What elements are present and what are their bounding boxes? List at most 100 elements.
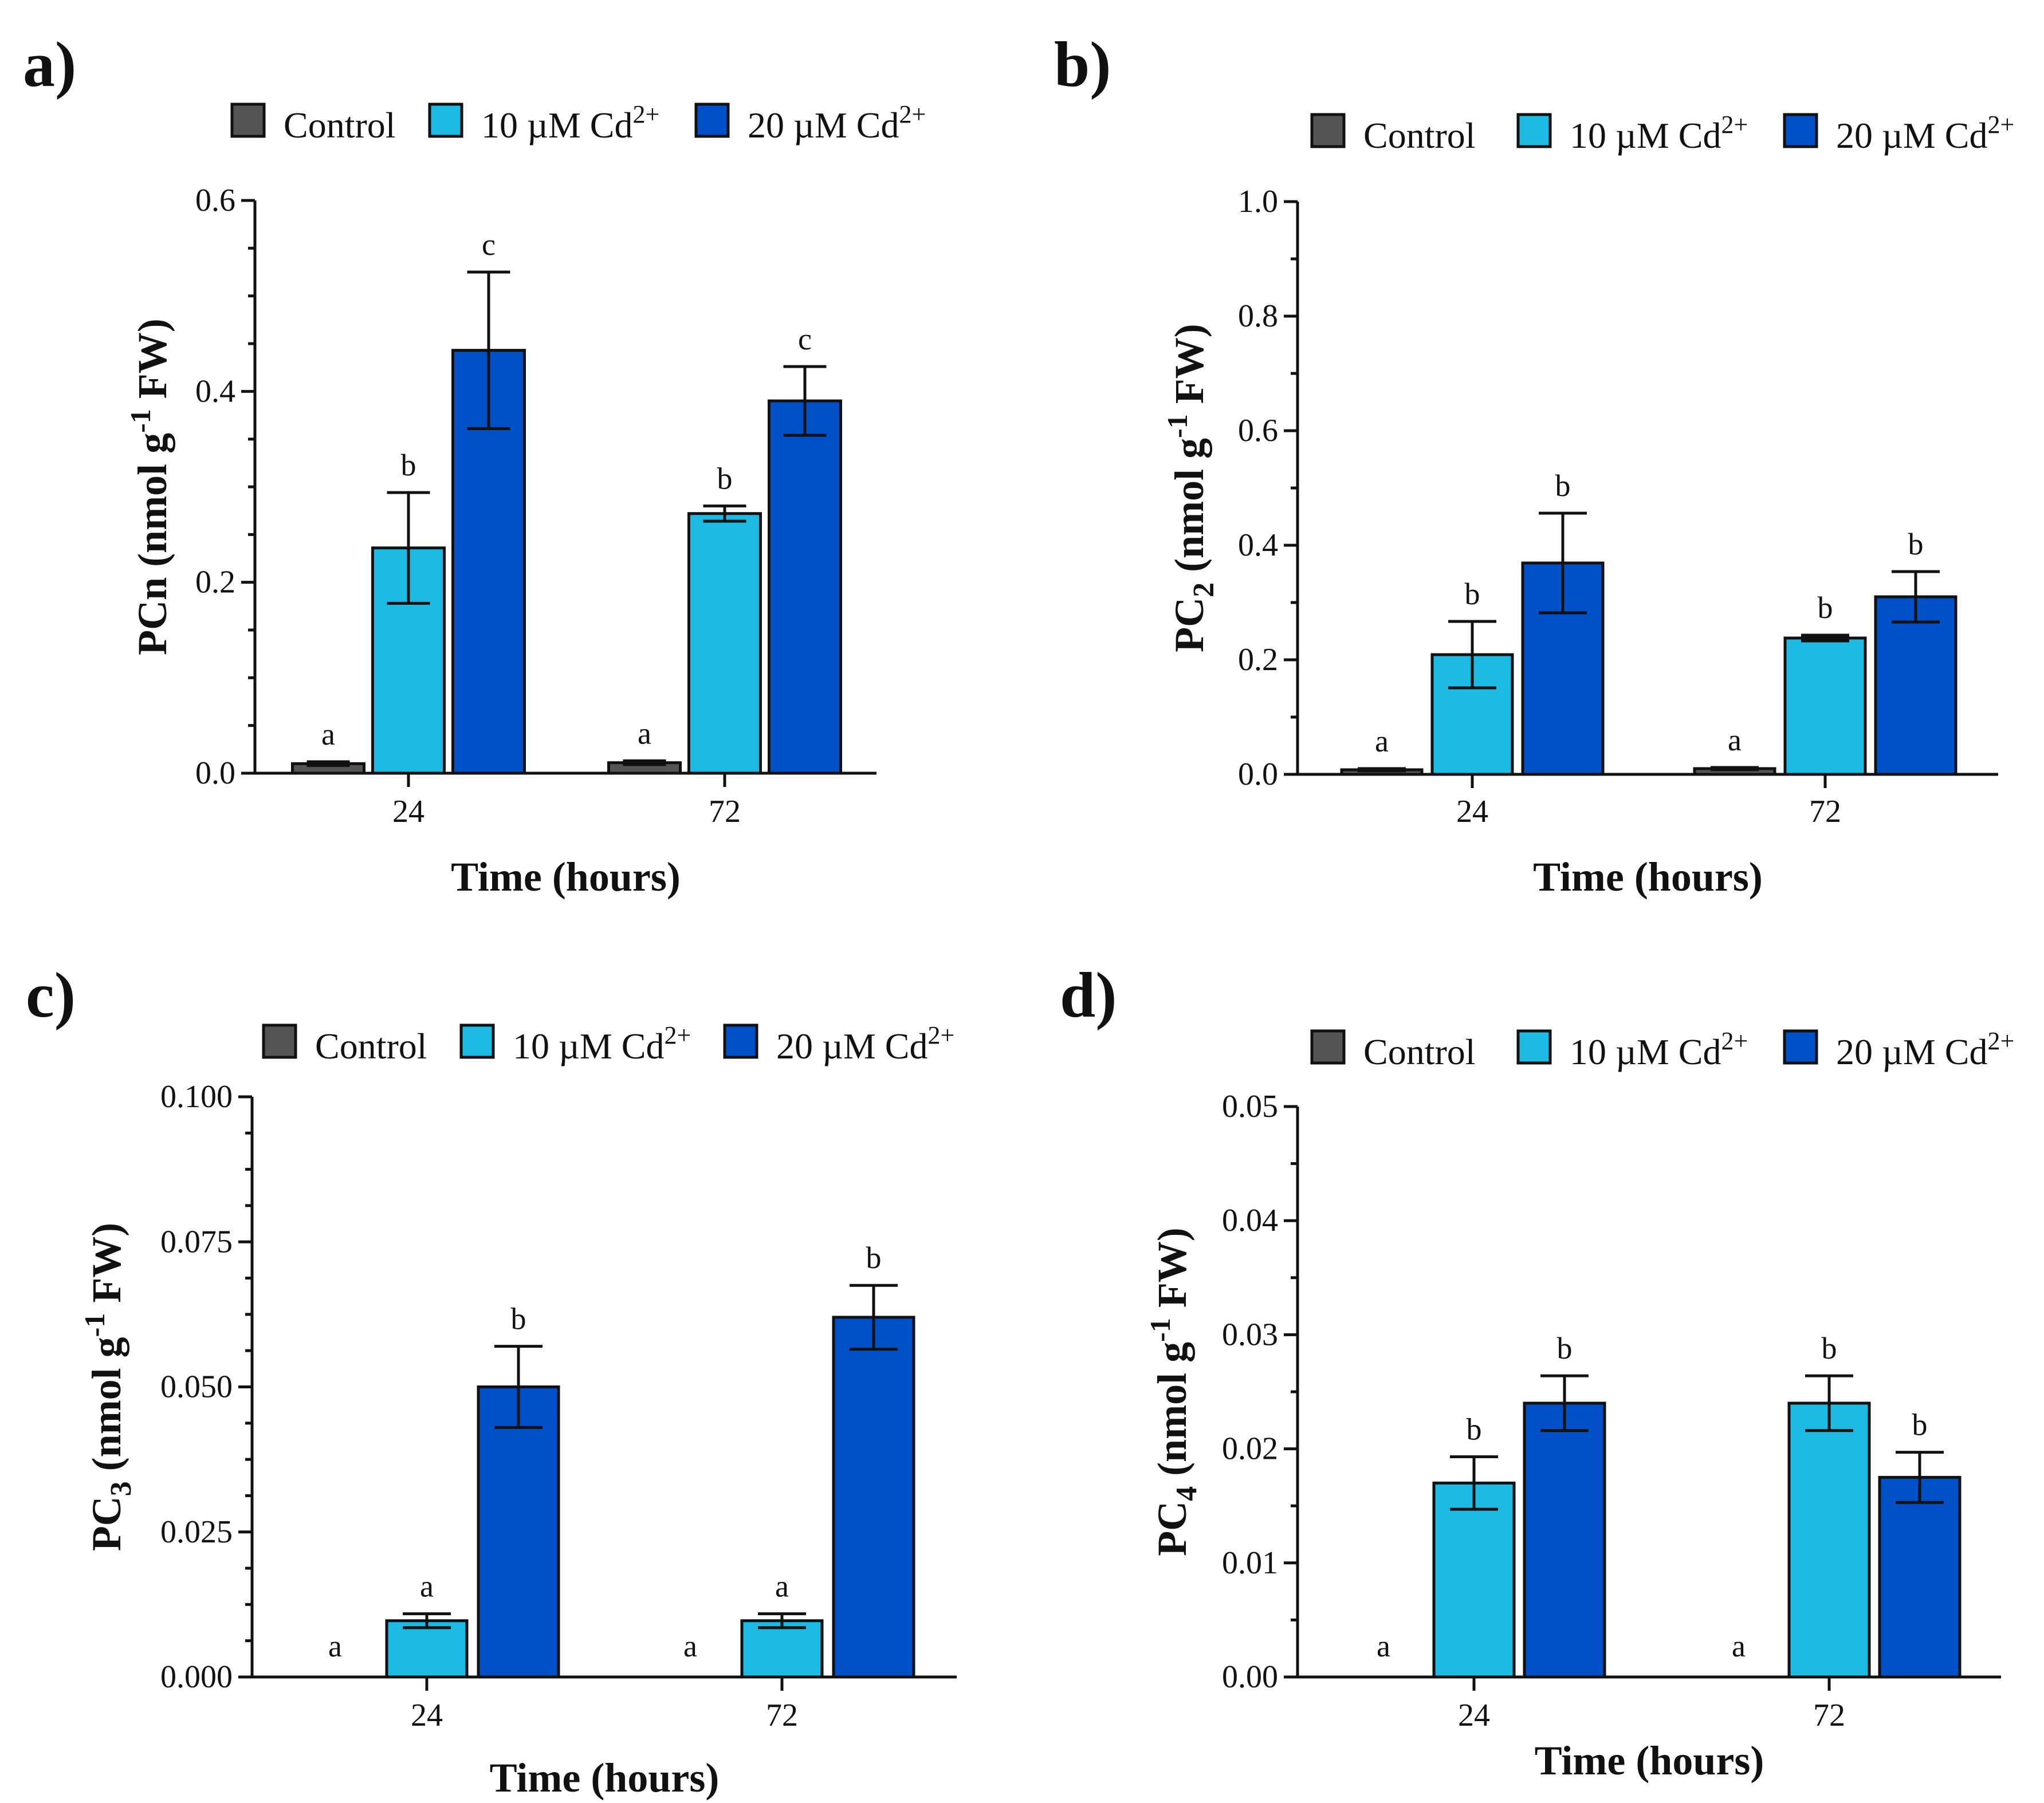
x-tick-label: 72: [766, 1698, 798, 1733]
legend-entry: 10 µM Cd2+: [1570, 1027, 1748, 1072]
legend-entry-name: Control: [1363, 115, 1476, 156]
significance-letter: a: [1375, 724, 1389, 758]
significance-letter: a: [1728, 723, 1742, 757]
legend-swatch: [1310, 1029, 1346, 1065]
significance-letter: a: [1732, 1629, 1746, 1663]
bar: [1787, 1402, 1871, 1679]
legend-superscript: 2+: [1721, 1027, 1748, 1055]
y-label-subscript: 2: [1188, 582, 1220, 597]
x-tick-label: 72: [709, 794, 741, 829]
legend-entry-name: 10 µM Cd: [513, 1026, 664, 1066]
significance-letter: c: [482, 227, 496, 262]
bar: [832, 1316, 915, 1679]
legend-superscript: 2+: [899, 100, 926, 128]
y-axis-label: PCn (nmol g-1 FW): [124, 318, 175, 655]
y-label-superscript: -1: [1144, 1318, 1176, 1342]
y-tick-label: 0.4: [1238, 527, 1278, 563]
bar: [1878, 1475, 1962, 1679]
y-tick-label: 0.6: [1238, 413, 1278, 448]
x-axis-label: Time (hours): [1535, 1738, 1764, 1784]
legend-entry: 20 µM Cd2+: [1836, 1027, 2014, 1072]
legend-swatch: [1516, 113, 1552, 148]
x-tick-label: 24: [392, 794, 424, 829]
significance-letter: b: [1467, 1412, 1482, 1447]
panel-label: a): [23, 29, 76, 100]
legend-swatch: [459, 1023, 495, 1059]
significance-letter: a: [1377, 1629, 1390, 1663]
panel-label: b): [1054, 29, 1111, 100]
y-label-tail: FW): [84, 1223, 129, 1313]
legend-entry: 10 µM Cd2+: [513, 1021, 691, 1066]
bar: [1783, 636, 1867, 776]
legend: Control 10 µM Cd2+ 20 µM Cd2+: [262, 1021, 954, 1066]
y-label-mid: (nmol g: [84, 1337, 129, 1481]
x-axis-label: Time (hours): [1533, 854, 1763, 900]
y-tick-label: 0.6: [195, 183, 235, 218]
panel-label: c): [26, 960, 76, 1031]
legend-swatch: [723, 1023, 758, 1059]
y-tick-label: 0.100: [160, 1079, 233, 1115]
y-tick-label: 0.2: [1238, 642, 1278, 678]
legend-swatch: [1783, 113, 1818, 148]
bar: [687, 512, 762, 775]
chart-panel-d: d)Control 10 µM Cd2+ 20 µM Cd2+0.000.010.0…: [1060, 960, 2014, 1784]
y-label-tail: FW): [1149, 1227, 1195, 1318]
legend: Control 10 µM Cd2+ 20 µM Cd2+: [1310, 111, 2014, 156]
y-label-main: PCn (nmol g: [129, 433, 175, 655]
significance-letter: b: [401, 448, 416, 482]
significance-letter: b: [511, 1302, 526, 1336]
legend-swatch: [694, 103, 730, 138]
legend-entry-name: 10 µM Cd: [1570, 115, 1721, 156]
y-label-mid: (nmol g: [1166, 438, 1212, 582]
y-tick-label: 0.050: [160, 1369, 233, 1405]
y-tick-label: 0.025: [160, 1514, 233, 1550]
chart-panel-c: c)Control 10 µM Cd2+ 20 µM Cd2+0.0000.0250…: [26, 960, 957, 1801]
significance-letter: b: [1908, 527, 1924, 561]
legend-entry: 10 µM Cd2+: [481, 100, 659, 145]
legend-entry: 20 µM Cd2+: [748, 100, 926, 145]
y-axis-label: PC2 (nmol g-1 FW): [1161, 324, 1220, 652]
y-tick-label: 0.8: [1238, 298, 1278, 334]
y-label-mid: (nmol g: [1149, 1342, 1195, 1486]
significance-letter: a: [775, 1569, 789, 1604]
legend-entry-name: Control: [284, 105, 396, 145]
x-tick-label: 72: [1809, 794, 1841, 829]
legend-swatch: [230, 103, 266, 138]
significance-letter: b: [1818, 590, 1833, 625]
y-tick-label: 0.2: [195, 565, 235, 600]
y-tick-label: 0.05: [1222, 1089, 1278, 1124]
legend-superscript: 2+: [1721, 111, 1748, 139]
legend-superscript: 2+: [664, 1021, 691, 1049]
y-tick-label: 0.04: [1222, 1203, 1278, 1238]
significance-letter: a: [683, 1629, 697, 1663]
significance-letter: a: [321, 717, 335, 751]
bar: [477, 1385, 560, 1679]
y-tick-label: 0.075: [160, 1224, 233, 1259]
legend-entry: Control: [1363, 115, 1476, 156]
y-label-subscript: 3: [105, 1481, 137, 1496]
y-tick-label: 0.0: [1238, 757, 1278, 792]
significance-letter: b: [1465, 577, 1480, 611]
significance-letter: c: [798, 322, 812, 356]
legend-swatch: [428, 103, 463, 138]
y-tick-label: 0.02: [1222, 1431, 1278, 1467]
y-tick-label: 0.03: [1222, 1317, 1278, 1352]
legend-entry: Control: [315, 1026, 427, 1066]
legend-superscript: 2+: [927, 1021, 954, 1049]
significance-letter: b: [1822, 1331, 1837, 1365]
y-label-subscript: 4: [1170, 1486, 1203, 1501]
legend-superscript: 2+: [632, 100, 659, 128]
bar: [385, 1619, 469, 1679]
legend-entry-name: 10 µM Cd: [481, 105, 632, 145]
legend-swatch: [1783, 1029, 1818, 1065]
significance-letter: b: [1555, 469, 1571, 503]
y-tick-label: 0.000: [160, 1659, 233, 1695]
significance-letter: a: [420, 1569, 434, 1604]
legend-swatch: [1310, 113, 1346, 148]
x-tick-label: 24: [411, 1698, 443, 1733]
legend-entry-name: 20 µM Cd: [776, 1026, 927, 1066]
bar: [1523, 1402, 1606, 1679]
y-label-tail: FW): [129, 318, 175, 409]
y-label-superscript: -1: [124, 409, 156, 433]
x-tick-label: 24: [1458, 1698, 1490, 1733]
